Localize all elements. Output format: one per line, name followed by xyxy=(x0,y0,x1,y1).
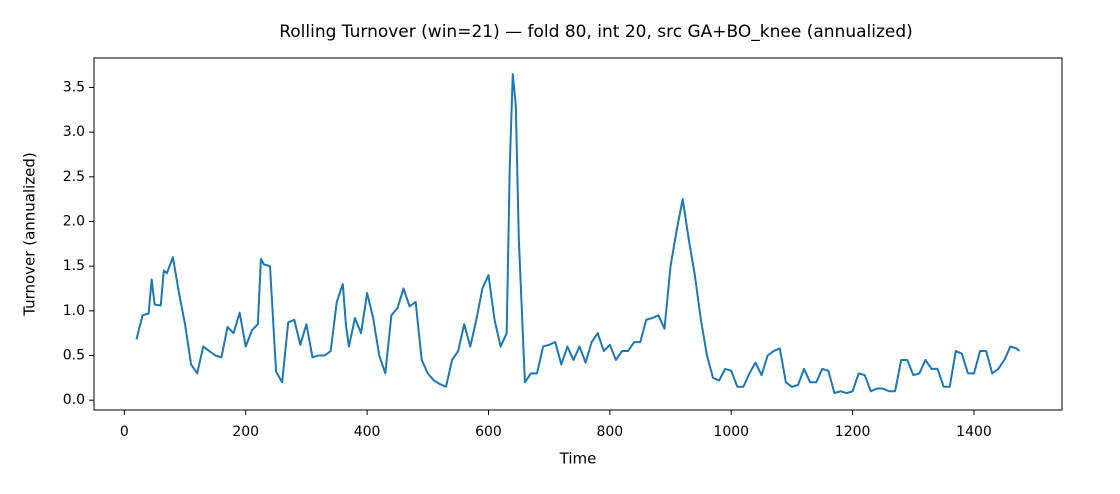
data-line xyxy=(135,73,1021,395)
y-tick-label: 2.0 xyxy=(63,213,85,229)
x-tick-label: 200 xyxy=(232,424,259,440)
y-tick-label: 3.0 xyxy=(63,124,85,140)
y-tick-label: 0.5 xyxy=(63,348,85,364)
y-tick-label: 0.0 xyxy=(63,392,85,408)
x-tick-label: 800 xyxy=(596,424,623,440)
plot-frame xyxy=(93,57,1063,411)
y-tick-label: 2.5 xyxy=(63,169,85,185)
y-tick-label: 3.5 xyxy=(63,79,85,95)
x-tick-label: 1000 xyxy=(713,424,749,440)
y-tick-label: 1.5 xyxy=(63,258,85,274)
x-tick-label: 1200 xyxy=(835,424,871,440)
y-tick-label: 1.0 xyxy=(63,303,85,319)
x-tick-label: 400 xyxy=(354,424,381,440)
x-tick-label: 0 xyxy=(120,424,129,440)
x-axis-label: Time xyxy=(559,450,597,468)
x-tick-label: 600 xyxy=(475,424,502,440)
chart-title: Rolling Turnover (win=21) — fold 80, int… xyxy=(279,22,913,42)
y-axis-label: Turnover (annualized) xyxy=(21,152,39,317)
x-tick-label: 1400 xyxy=(956,424,992,440)
